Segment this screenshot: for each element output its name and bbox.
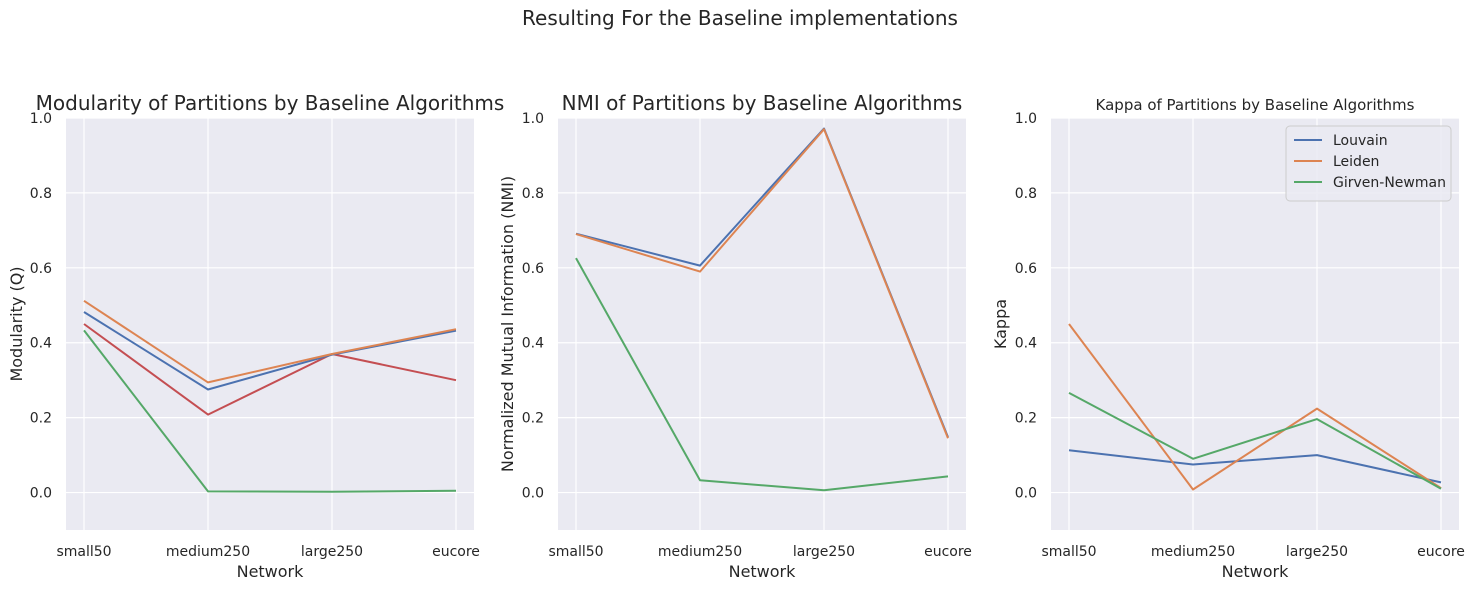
series-line-4 (83, 329, 457, 493)
subplot-1: 0.0 0.2 0.4 0.6 0.8 1.0 small50 medium250 large2… (7, 91, 504, 581)
plot-area (66, 118, 474, 530)
y-tick-label: 0.8 (1015, 186, 1037, 202)
x-axis-label: Network (729, 562, 797, 581)
y-axis-label: Normalized Mutual Information (NMI) (498, 176, 517, 472)
y-axis-label: Modularity (Q) (7, 266, 26, 381)
legend-label: Leiden (1333, 154, 1379, 170)
legend-label: Louvain (1333, 133, 1388, 149)
subplot-title: Kappa of Partitions by Baseline Algorith… (1096, 96, 1415, 114)
y-tick-label: 0.4 (522, 336, 544, 352)
series-line-2 (83, 311, 457, 391)
series-line-3 (83, 299, 457, 384)
y-tick-label: 0.4 (1015, 336, 1037, 352)
y-tick-label: 0.6 (522, 261, 544, 277)
x-tick-label: medium250 (166, 544, 250, 560)
series-line-louvain (1068, 449, 1442, 484)
x-tick-label: small50 (548, 544, 603, 560)
subplot-2: 0.0 0.2 0.4 0.6 0.8 1.0 small50 medium250 large2… (498, 91, 972, 581)
x-tick-label: large250 (301, 544, 363, 560)
series-line-1 (83, 323, 457, 416)
y-tick-label: 0.2 (30, 411, 52, 427)
legend-box (1285, 125, 1452, 202)
y-tick-label: 0.4 (30, 336, 52, 352)
series-line-leiden (1068, 323, 1442, 491)
x-tick-label: eucore (924, 544, 972, 560)
y-axis-label: Kappa (991, 299, 1010, 349)
y-tick-label: 0.6 (30, 261, 52, 277)
plot-area (558, 118, 966, 530)
x-axis-label: Network (1222, 562, 1290, 581)
y-tick-label: 0.8 (522, 186, 544, 202)
series-line-3 (575, 257, 949, 492)
subplot-3: 0.0 0.2 0.4 0.6 0.8 1.0 small50 medium250 large2… (991, 96, 1465, 581)
y-tick-label: 0.0 (1015, 486, 1037, 502)
x-tick-label: eucore (432, 544, 480, 560)
x-tick-label: large250 (1286, 544, 1348, 560)
y-tick-label: 1.0 (1015, 111, 1037, 127)
y-tick-label: 0.2 (522, 411, 544, 427)
subplot-title: Modularity of Partitions by Baseline Alg… (36, 91, 505, 115)
subplot-title: NMI of Partitions by Baseline Algorithms (562, 91, 963, 115)
x-tick-label: medium250 (1151, 544, 1235, 560)
series-line-girven-newman (1068, 392, 1442, 490)
series-line-2 (575, 128, 949, 439)
figure-suptitle: Resulting For the Baseline implementatio… (522, 6, 958, 30)
x-tick-label: large250 (793, 544, 855, 560)
x-axis-label: Network (237, 562, 305, 581)
x-tick-label: small50 (1041, 544, 1096, 560)
y-tick-label: 0.2 (1015, 411, 1037, 427)
y-tick-label: 0.0 (30, 486, 52, 502)
legend-label: Girven-Newman (1333, 175, 1446, 191)
y-tick-label: 1.0 (522, 111, 544, 127)
y-tick-label: 0.6 (1015, 261, 1037, 277)
y-tick-label: 0.8 (30, 186, 52, 202)
x-tick-label: small50 (56, 544, 111, 560)
x-tick-label: eucore (1417, 544, 1465, 560)
y-tick-label: 1.0 (30, 111, 52, 127)
x-tick-label: medium250 (658, 544, 742, 560)
legend: Louvain Leiden Girven-Newman (1285, 125, 1452, 202)
y-tick-label: 0.0 (522, 486, 544, 502)
